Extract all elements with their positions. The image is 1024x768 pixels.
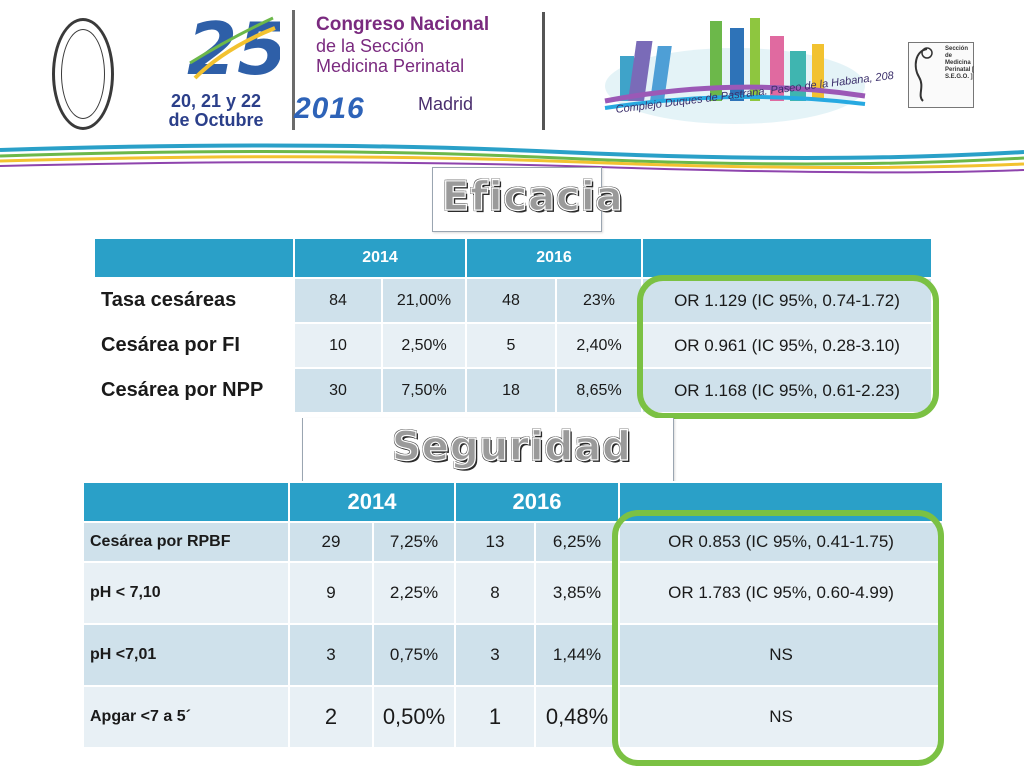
seguridad-title-box (302, 418, 674, 482)
table-cell: 7,50% (381, 367, 467, 414)
table-cell: 2,50% (381, 322, 467, 369)
odds-ratio-cell: OR 0.961 (IC 95%, 0.28-3.10) (641, 322, 933, 369)
decorative-swoosh (0, 143, 1024, 174)
table-row: Cesárea por RPBF 29 7,25% 13 6,25% OR 0.… (82, 521, 945, 563)
table-cell: 3 (454, 623, 537, 687)
odds-ratio-cell: NS (618, 623, 945, 687)
table-row: Cesárea por FI 10 2,50% 5 2,40% OR 0.961… (93, 322, 933, 369)
table-cell: 23% (555, 277, 643, 324)
banner-divider (292, 10, 295, 130)
row-label: Cesárea por FI (93, 322, 295, 369)
table-cell: 84 (293, 277, 383, 324)
header-cell: 2014 (293, 237, 467, 279)
row-label: Cesárea por NPP (93, 367, 295, 414)
row-label: Apgar <7 a 5´ (82, 685, 290, 749)
eficacia-title-box (432, 167, 602, 232)
header-cell: 2016 (465, 237, 643, 279)
table-row: pH < 7,10 9 2,25% 8 3,85% OR 1.783 (IC 9… (82, 561, 945, 625)
banner-divider (542, 12, 545, 130)
eficacia-title: Eficacia (441, 173, 624, 220)
conference-banner: 25 Congreso Nacional de la Sección Medic… (0, 0, 1024, 178)
table-cell: 8,65% (555, 367, 643, 414)
table-cell: 8 (454, 561, 537, 625)
table-cell: 5 (465, 322, 557, 369)
odds-ratio-cell: OR 0.853 (IC 95%, 0.41-1.75) (618, 521, 945, 563)
table-cell: 21,00% (381, 277, 467, 324)
table-cell: 29 (288, 521, 374, 563)
table-cell: 2 (288, 685, 374, 749)
header-cell (618, 481, 945, 523)
fetus-icon (914, 47, 933, 102)
table-row: Apgar <7 a 5´ 2 0,50% 1 0,48% NS (82, 685, 945, 749)
seguridad-title: Seguridad (391, 423, 632, 470)
table-row: pH <7,01 3 0,75% 3 1,44% NS (82, 623, 945, 687)
dates-line: 20, 21 y 22 (170, 91, 262, 111)
table-cell: 9 (288, 561, 374, 625)
table-cell: 7,25% (371, 521, 457, 563)
madrid-skyline-illustration (604, 18, 866, 124)
header-cell (93, 237, 295, 279)
congress-subtitle-line: de la Sección (316, 36, 425, 56)
sego-seal-logo (52, 18, 114, 130)
table-cell: 2,25% (371, 561, 457, 625)
table-cell: 0,75% (371, 623, 457, 687)
row-label: pH < 7,10 (82, 561, 290, 625)
congress-title: Congreso Nacional (316, 14, 490, 35)
dates-line: de Octubre (168, 110, 264, 130)
table-cell: 2,40% (555, 322, 643, 369)
congress-city: Madrid (418, 94, 474, 114)
eficacia-table: 2014 2016 Tasa cesáreas 84 21,00% 48 23%… (93, 237, 933, 414)
odds-ratio-cell: OR 1.129 (IC 95%, 0.74-1.72) (641, 277, 933, 324)
table-row: Tasa cesáreas 84 21,00% 48 23% OR 1.129 … (93, 277, 933, 324)
table-cell: 6,25% (534, 521, 621, 563)
table-cell: 48 (465, 277, 557, 324)
congress-dates: 20, 21 y 22 de Octubre (168, 92, 264, 130)
odds-ratio-cell: NS (618, 685, 945, 749)
table-cell: 0,48% (534, 685, 621, 749)
header-cell (82, 481, 290, 523)
row-label: pH <7,01 (82, 623, 290, 687)
table-cell: 3,85% (534, 561, 621, 625)
table-cell: 13 (454, 521, 537, 563)
table-header-row: 2014 2016 (93, 237, 933, 279)
table-cell: 18 (465, 367, 557, 414)
row-label: Cesárea por RPBF (82, 521, 290, 563)
table-cell: 10 (293, 322, 383, 369)
table-cell: 1 (454, 685, 537, 749)
congress-year: 2016 (294, 92, 365, 125)
section-logo-text: Sección de Medicina Perinatal [ S.E.G.O.… (945, 46, 975, 80)
header-cell: 2016 (454, 481, 621, 523)
table-cell: 3 (288, 623, 374, 687)
anniversary-25-logo: 25 (187, 8, 280, 88)
row-label: Tasa cesáreas (93, 277, 295, 324)
odds-ratio-cell: OR 1.783 (IC 95%, 0.60-4.99) (618, 561, 945, 625)
seguridad-table: 2014 2016 Cesárea por RPBF 29 7,25% 13 6… (82, 481, 945, 749)
odds-ratio-cell: OR 1.168 (IC 95%, 0.61-2.23) (641, 367, 933, 414)
table-cell: 0,50% (371, 685, 457, 749)
table-cell: 30 (293, 367, 383, 414)
section-logo: Sección de Medicina Perinatal [ S.E.G.O.… (908, 42, 974, 108)
header-cell: 2014 (287, 481, 457, 523)
table-cell: 1,44% (534, 623, 621, 687)
table-header-row: 2014 2016 (82, 481, 945, 523)
congress-subtitle-line: Medicina Perinatal (316, 56, 465, 76)
table-row: Cesárea por NPP 30 7,50% 18 8,65% OR 1.1… (93, 367, 933, 414)
header-cell (641, 237, 933, 279)
